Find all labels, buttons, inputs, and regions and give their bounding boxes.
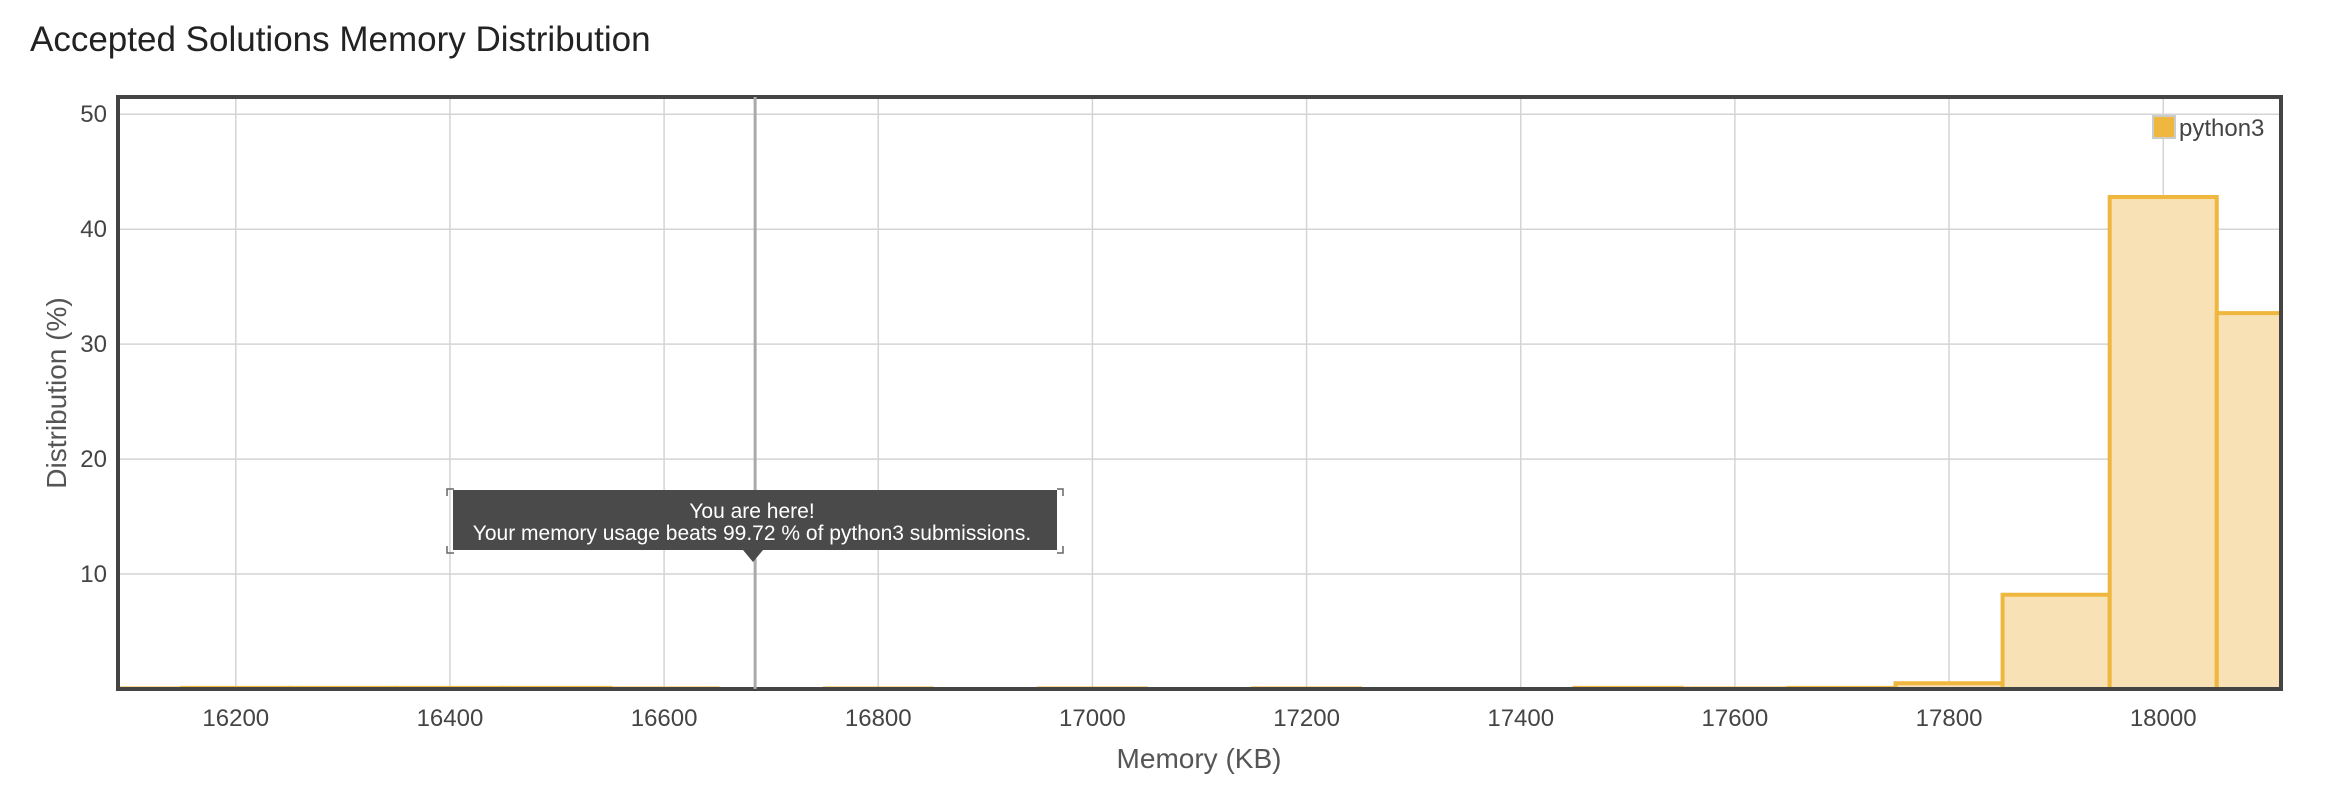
tooltip-pointer xyxy=(743,550,763,562)
y-tick-label-4: 50 xyxy=(80,101,107,128)
legend-label-python3: python3 xyxy=(2179,115,2264,142)
tooltip-box xyxy=(453,490,1057,550)
you-are-here-tooltip: You are here! Your memory usage beats 99… xyxy=(446,488,1064,562)
y-tick-label-3: 40 xyxy=(80,216,107,243)
x-tick-label-1: 16400 xyxy=(417,705,484,732)
y-axis-label: Distribution (%) xyxy=(41,297,72,488)
x-tick-label-9: 18000 xyxy=(2130,705,2197,732)
x-tick-label-3: 16800 xyxy=(845,705,912,732)
x-tick-labels: 16200 16400 16600 16800 17000 17200 17400 17600… xyxy=(202,705,2196,732)
x-tick-label-2: 16600 xyxy=(631,705,698,732)
grid-lines xyxy=(118,97,2281,689)
tooltip-message: Your memory usage beats 99.72 % of pytho… xyxy=(473,522,1031,545)
bar-python3-18100 xyxy=(2214,311,2283,691)
chart-title: Accepted Solutions Memory Distribution xyxy=(30,20,651,59)
plot-area-border xyxy=(116,95,2283,691)
legend[interactable]: python3 xyxy=(2152,115,2264,142)
legend-swatch-python3 xyxy=(2152,115,2176,139)
tooltip-title: You are here! xyxy=(689,500,814,523)
x-tick-label-6: 17400 xyxy=(1487,705,1554,732)
x-tick-label-5: 17200 xyxy=(1273,705,1340,732)
x-tick-label-4: 17000 xyxy=(1059,705,1126,732)
tooltip-corner-brackets xyxy=(446,488,1064,554)
y-tick-label-2: 30 xyxy=(80,331,107,358)
y-tick-label-1: 20 xyxy=(80,446,107,473)
bars xyxy=(116,195,2283,692)
x-axis-label: Memory (KB) xyxy=(1117,743,1282,774)
x-tick-label-7: 17600 xyxy=(1702,705,1769,732)
y-tick-label-0: 10 xyxy=(80,561,107,588)
x-tick-label-0: 16200 xyxy=(202,705,269,732)
y-tick-labels: 10 20 30 40 50 xyxy=(80,101,107,588)
bar-python3-18000 xyxy=(2107,195,2219,691)
x-tick-label-8: 17800 xyxy=(1916,705,1983,732)
bar-python3-17900 xyxy=(2000,592,2112,691)
